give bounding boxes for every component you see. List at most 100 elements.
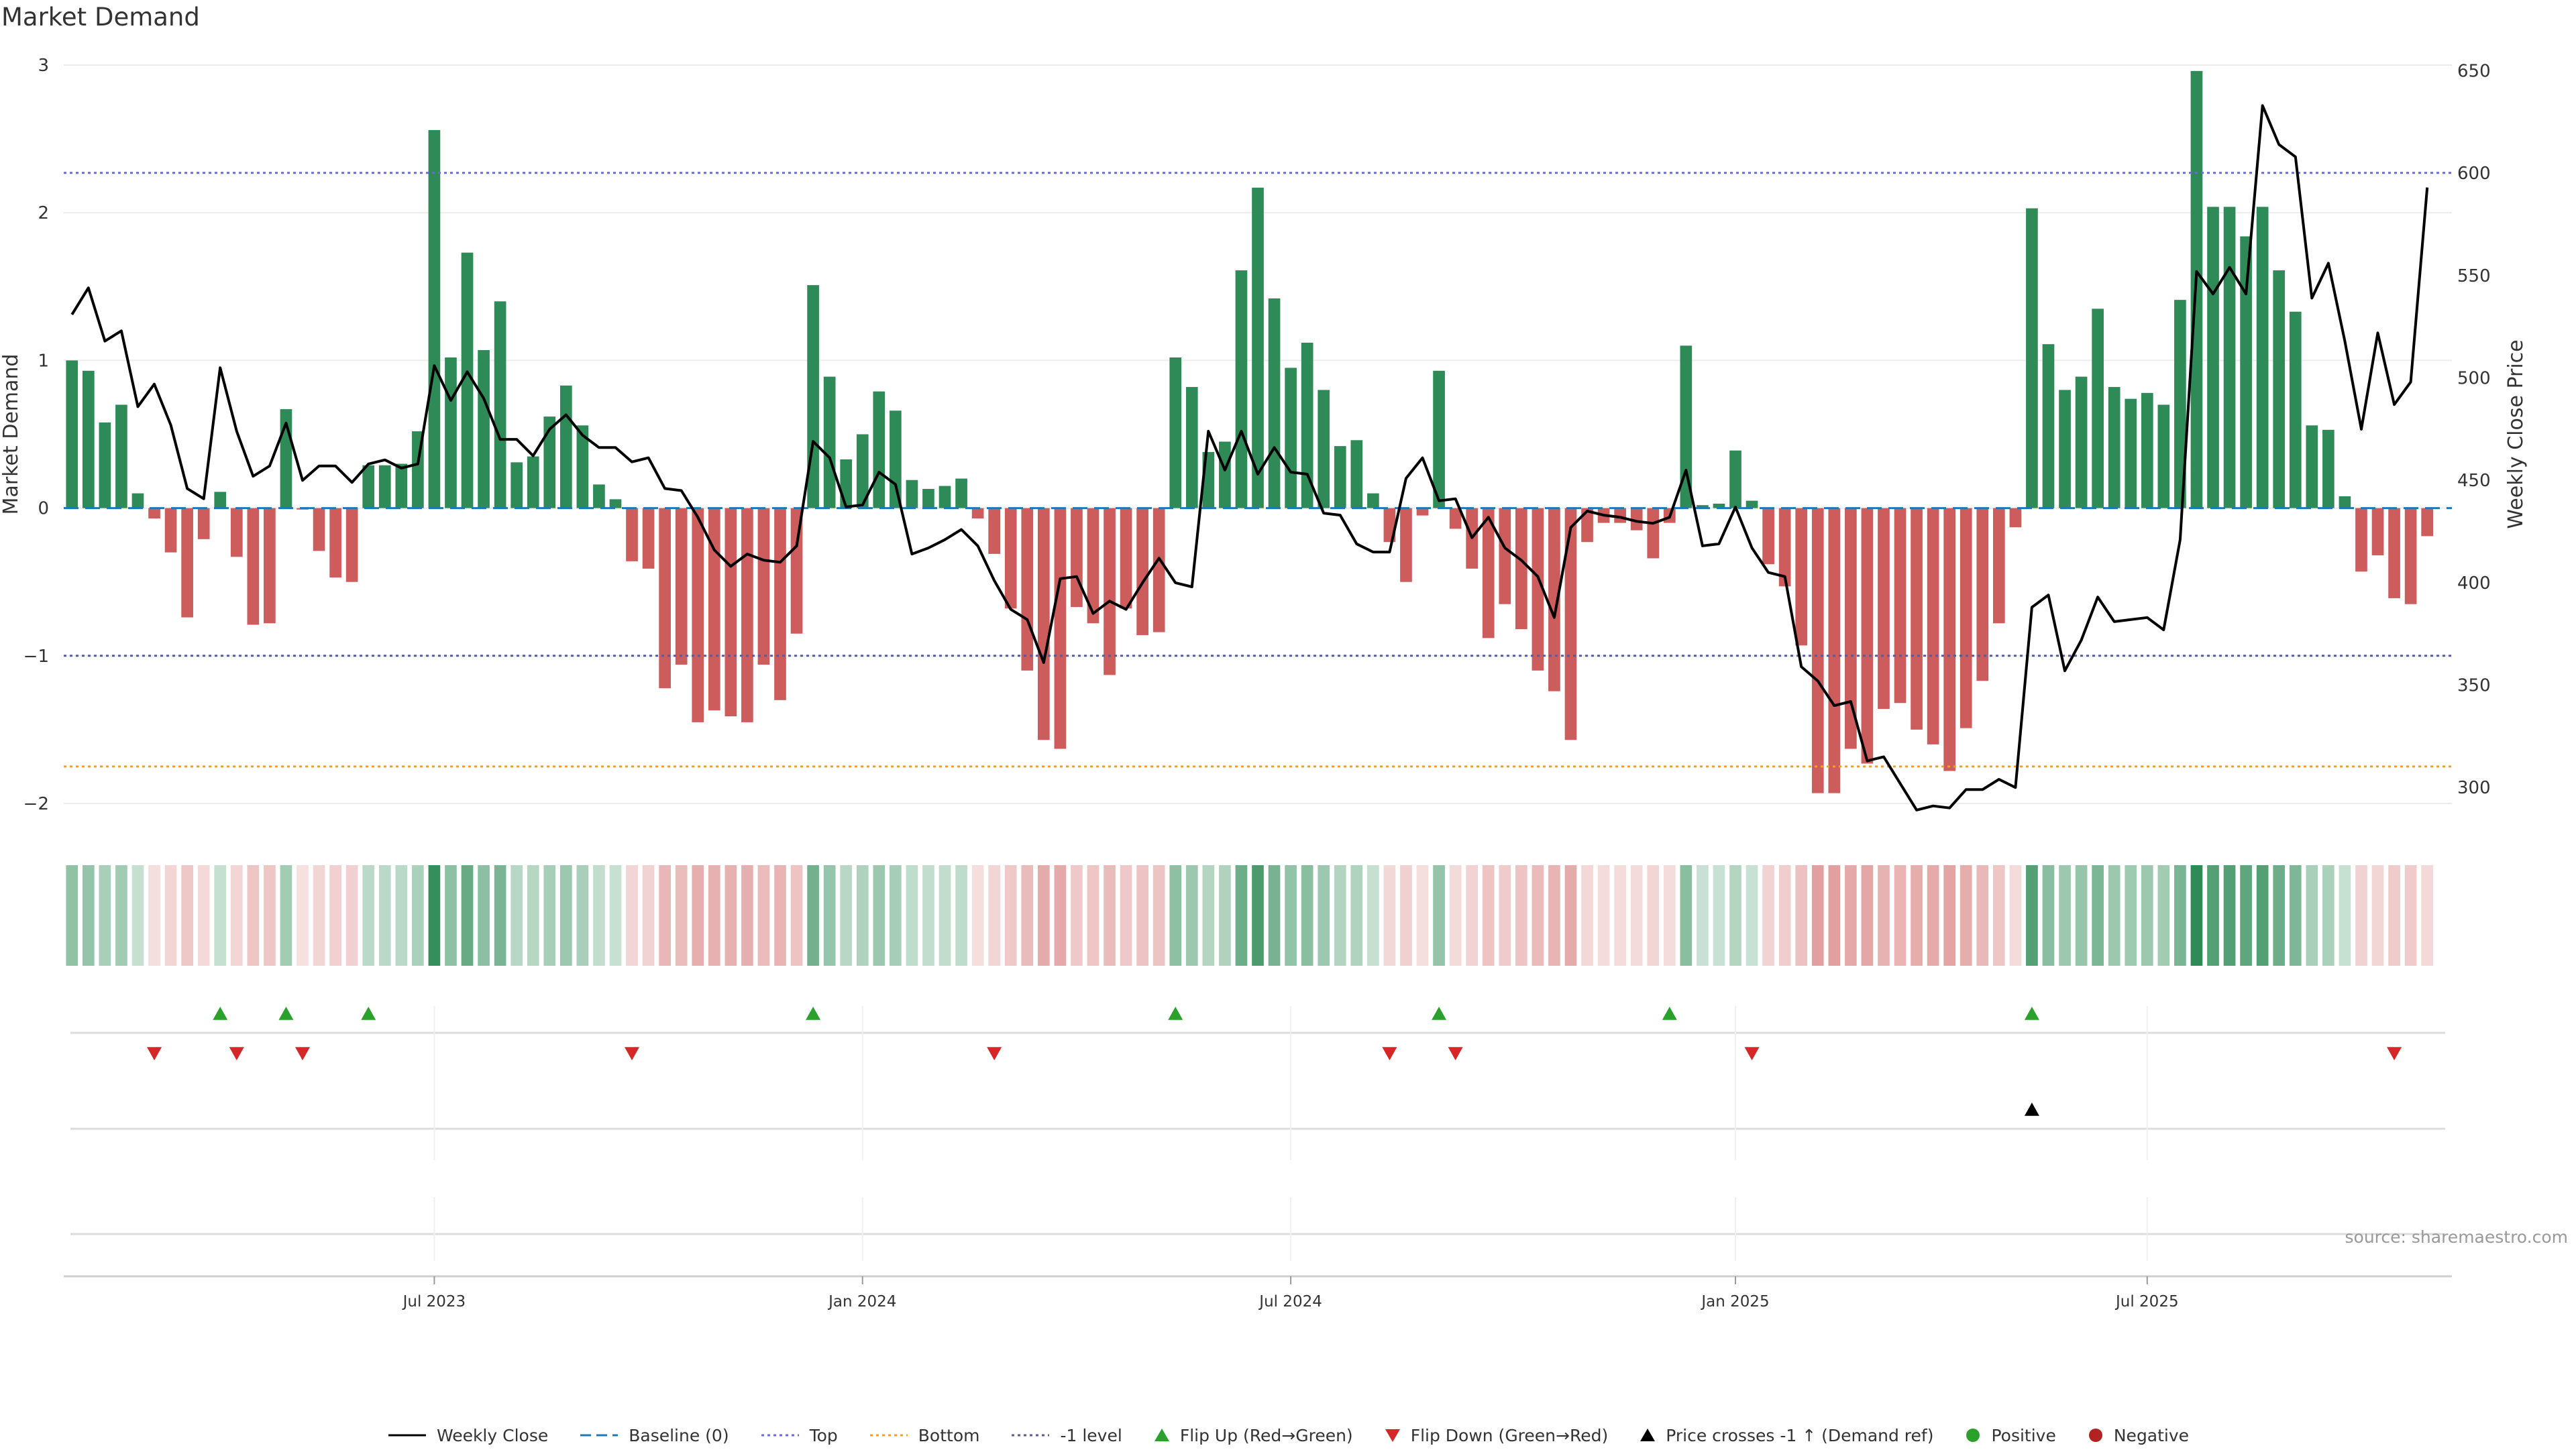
demand-bar	[1449, 508, 1462, 529]
heat-cell	[1152, 865, 1165, 966]
demand-bar	[1548, 508, 1560, 691]
demand-bar	[329, 508, 341, 578]
heat-cell	[2256, 865, 2269, 966]
heat-cell	[2207, 865, 2219, 966]
heat-cell	[2141, 865, 2153, 966]
heat-cell	[445, 865, 457, 966]
demand-bar	[1433, 370, 1445, 508]
demand-bar	[2108, 387, 2121, 508]
legend-label: -1 level	[1060, 1425, 1122, 1445]
heat-cell	[1301, 865, 1313, 966]
demand-bar	[478, 349, 490, 508]
demand-bar	[2322, 429, 2334, 508]
flip-down-marker	[295, 1047, 310, 1060]
demand-bar	[1334, 446, 1346, 508]
y2-tick-label: 450	[2457, 471, 2491, 491]
heat-cell	[1845, 865, 1857, 966]
demand-bar	[1927, 508, 1939, 744]
demand-bar	[2421, 508, 2434, 537]
legend-item: Flip Up (Red→Green)	[1153, 1426, 1353, 1445]
heat-cell	[280, 865, 292, 966]
heat-cell	[757, 865, 770, 966]
demand-bar	[2355, 508, 2367, 572]
demand-bar	[1647, 508, 1660, 559]
heat-cell	[1680, 865, 1693, 966]
heat-cell	[840, 865, 853, 966]
legend-label: Flip Down (Green→Red)	[1410, 1425, 1609, 1445]
demand-bar	[1795, 508, 1808, 646]
y2-tick-label: 550	[2457, 266, 2491, 286]
demand-bar	[494, 301, 506, 508]
flip-down-marker	[625, 1047, 640, 1060]
demand-bar	[1564, 508, 1577, 740]
legend-line-dashed-icon	[580, 1434, 619, 1437]
legend-item: Positive	[1964, 1426, 2056, 1445]
price-cross-marker	[2024, 1103, 2039, 1116]
demand-bar	[131, 493, 144, 508]
demand-bar	[115, 404, 127, 508]
legend-item: Price crosses -1 ↑ (Demand ref)	[1639, 1426, 1933, 1445]
heat-cell	[82, 865, 95, 966]
demand-bar	[609, 499, 622, 508]
demand-bar	[66, 360, 78, 508]
heat-cell	[2026, 865, 2038, 966]
heat-cell	[971, 865, 984, 966]
heat-cell	[197, 865, 210, 966]
demand-bar	[527, 456, 539, 508]
legend-item: Bottom	[869, 1426, 979, 1445]
heat-cell	[131, 865, 144, 966]
legend-line-dotted-icon	[869, 1434, 908, 1437]
heat-cell	[2240, 865, 2252, 966]
demand-bar	[1894, 508, 1907, 704]
demand-bar	[395, 463, 408, 508]
heat-cell	[807, 865, 819, 966]
demand-bar	[2273, 270, 2286, 508]
demand-bar	[445, 357, 457, 508]
heat-cell	[2092, 865, 2104, 966]
heat-cell	[164, 865, 177, 966]
demand-bar	[1219, 441, 1231, 508]
flip-up-marker	[1432, 1007, 1447, 1020]
y2-tick-label: 300	[2457, 778, 2491, 798]
demand-bar	[1680, 345, 1693, 508]
demand-bar	[1746, 500, 1758, 508]
heat-cell	[1960, 865, 1972, 966]
demand-bar	[938, 486, 951, 508]
flip-up-marker	[361, 1007, 376, 1020]
heat-cell	[1169, 865, 1182, 966]
heat-cell	[1416, 865, 1429, 966]
demand-bar	[2223, 207, 2236, 508]
demand-bar	[642, 508, 655, 569]
heat-cell	[99, 865, 111, 966]
demand-bar	[1350, 440, 1363, 508]
demand-bar	[692, 508, 704, 722]
y2-tick-label: 400	[2457, 573, 2491, 594]
demand-bar	[2157, 404, 2170, 508]
heat-cell	[741, 865, 753, 966]
demand-bar	[2256, 207, 2269, 508]
demand-bar	[1400, 508, 1412, 582]
heat-cell	[559, 865, 572, 966]
heat-cell	[2388, 865, 2400, 966]
demand-bar	[724, 508, 737, 717]
heat-cell	[1927, 865, 1939, 966]
flip-down-marker	[1744, 1047, 1760, 1060]
heat-cell	[642, 865, 655, 966]
demand-bar	[543, 416, 556, 508]
demand-bar	[1037, 508, 1050, 740]
heat-cell	[2075, 865, 2088, 966]
y-tick-label: −1	[23, 647, 49, 667]
demand-bar	[264, 508, 276, 624]
heat-cell	[313, 865, 325, 966]
demand-bar	[873, 391, 885, 508]
heat-cell	[1268, 865, 1281, 966]
demand-bar	[576, 425, 589, 508]
demand-bar	[906, 480, 918, 508]
heat-cell	[1647, 865, 1660, 966]
legend-item: Flip Down (Green→Red)	[1384, 1425, 1609, 1445]
demand-bar	[2404, 508, 2417, 604]
heat-cell	[1285, 865, 1297, 966]
heat-cell	[1318, 865, 1330, 966]
demand-bar	[345, 508, 358, 582]
heat-cell	[1449, 865, 1462, 966]
